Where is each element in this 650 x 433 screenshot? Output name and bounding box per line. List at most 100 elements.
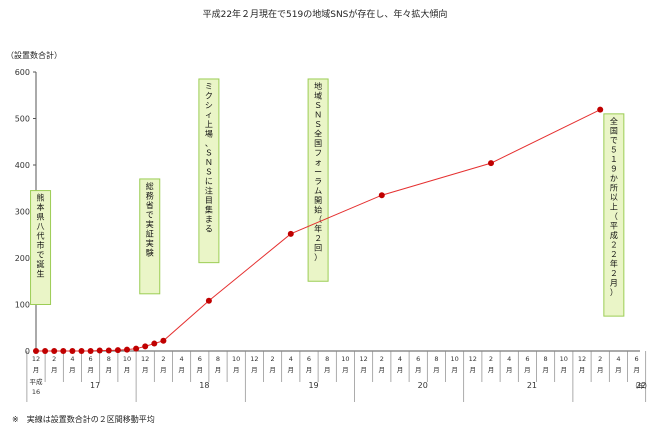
x-month-label: 6 (525, 355, 529, 363)
x-year-label: 17 (90, 381, 100, 390)
x-month-suffix: 月 (470, 366, 477, 374)
data-point (142, 343, 149, 350)
x-month-suffix: 月 (197, 366, 204, 374)
annotation-box (603, 113, 625, 317)
y-tick-label: 100 (15, 301, 30, 310)
data-point (124, 346, 130, 353)
x-month-label: 12 (578, 355, 586, 363)
data-point (160, 337, 167, 344)
x-month-suffix: 月 (288, 366, 295, 374)
data-point (78, 348, 85, 354)
x-month-label: 2 (271, 355, 275, 363)
data-point (105, 347, 112, 354)
x-year-label: 22 (636, 381, 646, 390)
chart-title: 平成22年２月現在で519の地域SNSが存在し、年々拡大傾向 (202, 10, 448, 20)
annotation-box (307, 78, 329, 282)
x-month-label: 2 (489, 355, 493, 363)
x-month-label: 8 (216, 355, 220, 363)
x-month-label: 8 (434, 355, 438, 363)
annotation-box (198, 78, 220, 264)
x-year-label: 18 (199, 381, 209, 390)
x-unit-label: （年） (631, 381, 650, 390)
x-month-suffix: 月 (415, 366, 422, 374)
annotation-text: 熊本県八代市で誕生 (37, 193, 45, 279)
data-point (114, 347, 121, 354)
x-month-label: 4 (398, 355, 402, 363)
x-month-suffix: 月 (106, 366, 113, 374)
x-month-suffix: 月 (178, 366, 185, 374)
y-tick-label: 500 (15, 115, 30, 124)
x-month-label: 4 (289, 355, 293, 363)
x-month-label: 8 (325, 355, 329, 363)
x-month-suffix: 月 (633, 366, 640, 374)
x-month-suffix: 月 (124, 366, 131, 374)
annotation-text: 地域ＳＮＳ全国フォーラム開始（年２回） (314, 81, 322, 262)
annotation-text: ミクシィ上場、ＳＮＳに注目集まる (205, 82, 213, 234)
y-tick-label: 600 (15, 68, 30, 77)
y-tick-label: 0 (25, 347, 30, 356)
annotation-box (139, 178, 161, 295)
x-year-label: 21 (527, 381, 537, 390)
x-year-label: 平成 (30, 377, 44, 386)
x-month-suffix: 月 (215, 366, 222, 374)
x-month-label: 10 (232, 355, 240, 363)
x-month-label: 12 (141, 355, 149, 363)
x-month-label: 12 (250, 355, 258, 363)
x-month-label: 4 (70, 355, 74, 363)
x-month-suffix: 月 (433, 366, 440, 374)
x-month-label: 10 (123, 355, 131, 363)
annotation-text: 全国で５１９か所以上（平成２２年２月） (610, 116, 618, 297)
x-month-label: 8 (544, 355, 548, 363)
data-point (42, 348, 49, 354)
data-point (51, 348, 58, 354)
x-month-suffix: 月 (451, 366, 458, 374)
data-point (69, 348, 76, 354)
data-point (96, 347, 103, 354)
x-month-label: 6 (307, 355, 311, 363)
x-month-suffix: 月 (160, 366, 167, 374)
x-month-suffix: 月 (561, 366, 568, 374)
x-month-suffix: 月 (360, 366, 367, 374)
x-month-label: 12 (469, 355, 477, 363)
x-month-label: 4 (507, 355, 511, 363)
x-month-suffix: 月 (597, 366, 604, 374)
data-point (60, 348, 67, 354)
x-month-label: 10 (450, 355, 458, 363)
x-month-suffix: 月 (33, 366, 40, 374)
x-month-suffix: 月 (342, 366, 349, 374)
x-month-label: 8 (107, 355, 111, 363)
annotation-text: 総務省で実証実験 (146, 181, 154, 258)
x-month-label: 6 (416, 355, 420, 363)
x-month-suffix: 月 (379, 366, 386, 374)
x-year-label: 16 (32, 388, 40, 396)
x-month-label: 2 (598, 355, 602, 363)
x-month-suffix: 月 (488, 366, 495, 374)
data-point (287, 230, 294, 237)
x-month-label: 10 (341, 355, 349, 363)
x-month-suffix: 月 (579, 366, 586, 374)
x-month-suffix: 月 (615, 366, 622, 374)
x-month-label: 6 (89, 355, 93, 363)
data-point (151, 340, 158, 347)
annotation-box (30, 190, 52, 305)
x-year-label: 19 (308, 381, 318, 390)
data-point (87, 348, 94, 354)
x-month-suffix: 月 (87, 366, 94, 374)
y-tick-label: 300 (15, 208, 30, 217)
y-tick-label: 200 (15, 254, 30, 263)
x-month-label: 2 (161, 355, 165, 363)
x-month-suffix: 月 (397, 366, 404, 374)
x-month-label: 6 (635, 355, 639, 363)
x-month-suffix: 月 (542, 366, 549, 374)
x-month-suffix: 月 (142, 366, 149, 374)
data-point (378, 192, 385, 199)
y-axis-label: （設置数合計） (6, 51, 62, 60)
x-month-label: 6 (198, 355, 202, 363)
footnote: ※ 実線は設置数合計の２区間移動平均 (12, 415, 155, 424)
x-month-label: 12 (32, 355, 40, 363)
data-point (133, 345, 140, 352)
x-month-suffix: 月 (324, 366, 331, 374)
x-month-label: 12 (359, 355, 367, 363)
x-month-suffix: 月 (51, 366, 58, 374)
